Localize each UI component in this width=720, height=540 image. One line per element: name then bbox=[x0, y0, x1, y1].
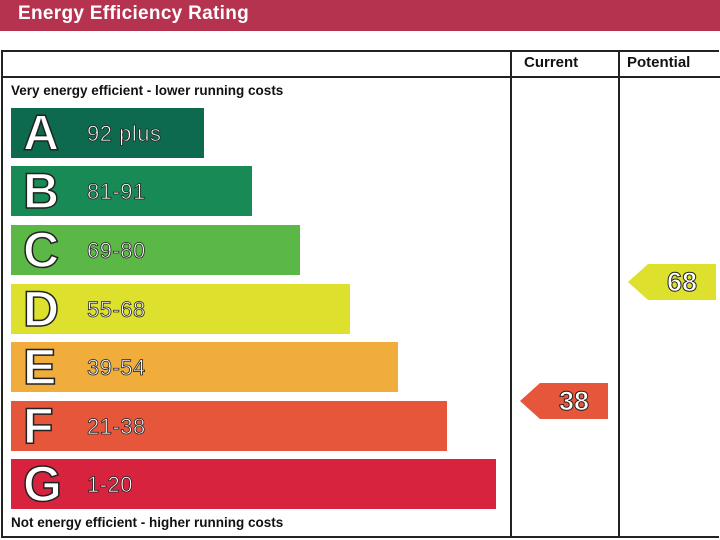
band-letter: D bbox=[22, 280, 60, 338]
band-a: A 92 plus bbox=[11, 104, 204, 162]
band-range: 1-20 bbox=[87, 472, 134, 498]
band-letter: F bbox=[22, 397, 54, 455]
band-range: 55-68 bbox=[87, 297, 146, 323]
band-letter: C bbox=[22, 221, 60, 279]
header-divider bbox=[1, 76, 720, 78]
band-letter: B bbox=[22, 162, 60, 220]
title-bar: Energy Efficiency Rating bbox=[0, 0, 720, 31]
rating-table bbox=[1, 50, 719, 538]
potential-rating-value: 68 bbox=[666, 267, 698, 298]
caption-top: Very energy efficient - lower running co… bbox=[11, 83, 284, 98]
column-header-potential: Potential bbox=[627, 54, 691, 71]
current-arrow-shape bbox=[520, 383, 608, 419]
current-rating-value: 38 bbox=[558, 386, 590, 417]
band-b: B 81-91 bbox=[11, 162, 252, 220]
caption-bottom: Not energy efficient - higher running co… bbox=[11, 515, 284, 530]
band-d: D 55-68 bbox=[11, 280, 350, 338]
band-range: 21-38 bbox=[87, 414, 146, 440]
band-range: 39-54 bbox=[87, 355, 146, 381]
potential-arrow-shape bbox=[628, 264, 716, 300]
band-range: 69-80 bbox=[87, 238, 146, 264]
chart-title: Energy Efficiency Rating bbox=[18, 3, 250, 24]
band-c: C 69-80 bbox=[11, 221, 300, 279]
divider-potential bbox=[618, 50, 620, 538]
band-g: G 1-20 bbox=[11, 455, 496, 513]
band-range: 81-91 bbox=[87, 179, 146, 205]
band-letter: G bbox=[22, 455, 62, 513]
band-letter: A bbox=[22, 104, 60, 162]
column-header-current: Current bbox=[524, 54, 579, 71]
band-letter: E bbox=[22, 338, 57, 396]
band-range: 92 plus bbox=[87, 121, 162, 147]
divider-current bbox=[510, 50, 512, 538]
band-f: F 21-38 bbox=[11, 397, 447, 455]
band-e: E 39-54 bbox=[11, 338, 398, 396]
